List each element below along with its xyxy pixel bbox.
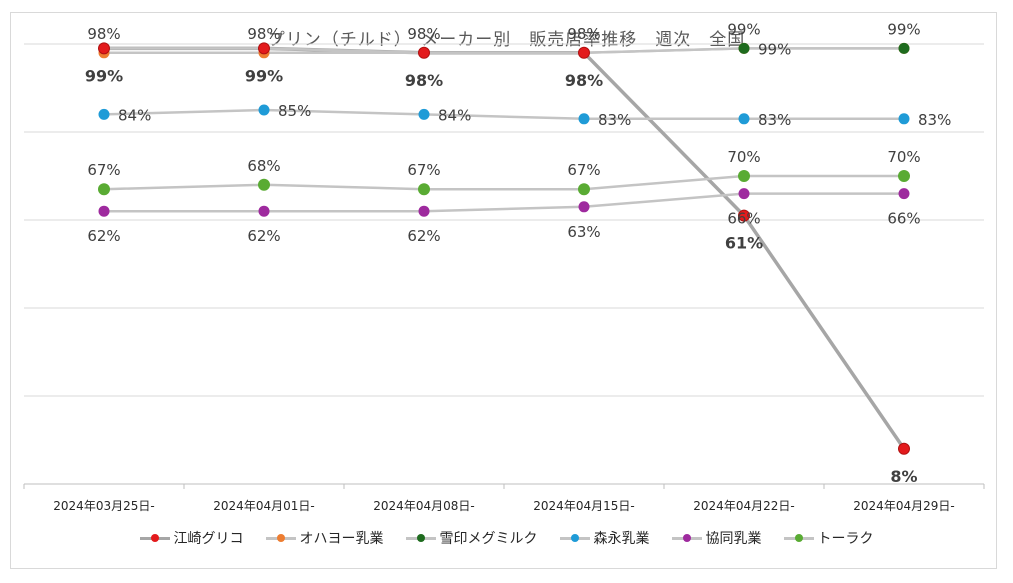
data-label: 67%	[567, 161, 600, 179]
data-label: 63%	[567, 223, 600, 241]
data-point	[738, 42, 750, 54]
series-line	[104, 46, 906, 450]
data-point	[258, 104, 270, 116]
data-label: 70%	[887, 148, 920, 166]
series-line	[103, 174, 904, 191]
data-label: 85%	[278, 102, 311, 120]
data-point	[418, 183, 430, 196]
data-point	[898, 188, 910, 200]
data-point	[98, 183, 110, 196]
legend-item: オハヨー乳業	[265, 528, 384, 548]
data-label: 98%	[87, 25, 120, 43]
series-line	[104, 47, 904, 55]
data-label: 66%	[727, 210, 760, 228]
data-label: 99%	[887, 20, 920, 38]
legend-label: 協同乳業	[705, 531, 762, 547]
data-label: 83%	[918, 111, 951, 129]
series-line	[104, 192, 904, 213]
legend-label: 江崎グリコ	[173, 531, 244, 547]
data-label: 98%	[567, 25, 600, 43]
legend-swatch	[265, 531, 296, 545]
legend-item: 森永乳業	[559, 528, 650, 548]
data-label: 98%	[247, 25, 280, 43]
legend-item: 協同乳業	[671, 528, 762, 548]
x-tick-label: 2024年03月25日-	[53, 499, 154, 513]
chart-legend: 江崎グリコ オハヨー乳業 雪印メグミルク 森永乳業 協同乳業 トーラク	[0, 528, 1013, 548]
data-label: 66%	[887, 210, 920, 228]
data-label: 62%	[247, 227, 280, 245]
data-point	[258, 42, 270, 55]
chart-title: プリン（チルド） メーカー別 販売店率推移 週次 全国	[267, 30, 746, 50]
data-point	[578, 113, 590, 125]
data-point	[898, 42, 910, 54]
data-point	[578, 183, 590, 196]
data-label: 68%	[247, 157, 280, 175]
x-tick-label: 2024年04月08日-	[373, 499, 474, 513]
x-tick-label: 2024年04月22日-	[693, 499, 794, 513]
data-point	[418, 108, 430, 120]
data-point	[578, 46, 590, 59]
data-label: 98%	[407, 25, 440, 43]
data-point	[738, 209, 750, 222]
legend-label: トーラク	[817, 531, 874, 547]
data-point	[898, 113, 910, 125]
data-point	[418, 205, 430, 217]
data-label: 83%	[598, 111, 631, 129]
data-label: 84%	[438, 106, 471, 124]
data-point	[98, 42, 110, 55]
data-point	[258, 205, 270, 217]
legend-item: 江崎グリコ	[139, 528, 244, 548]
data-label: 67%	[407, 161, 440, 179]
legend-swatch	[139, 531, 170, 545]
data-point	[258, 178, 270, 191]
x-tick-label: 2024年04月15日-	[533, 499, 634, 513]
data-label: 99%	[727, 20, 760, 38]
series-line	[103, 108, 904, 121]
legend-label: 雪印メグミルク	[439, 531, 538, 547]
data-label: 62%	[87, 227, 120, 245]
data-point	[98, 108, 110, 120]
data-point	[898, 170, 910, 182]
data-label: 83%	[758, 111, 791, 129]
data-label: 70%	[727, 148, 760, 166]
legend-label: 森永乳業	[593, 531, 650, 547]
data-point	[578, 201, 590, 213]
chart-frame	[10, 12, 997, 569]
legend-swatch	[559, 531, 590, 545]
data-label: 84%	[118, 106, 151, 124]
data-point	[738, 113, 750, 125]
legend-swatch	[405, 531, 436, 545]
data-point	[418, 46, 430, 59]
data-point	[738, 170, 750, 182]
x-tick-label: 2024年04月01日-	[213, 499, 314, 513]
legend-swatch	[783, 531, 814, 545]
data-point	[738, 188, 750, 200]
legend-label: オハヨー乳業	[299, 531, 384, 547]
data-label: 67%	[87, 161, 120, 179]
data-label: 62%	[407, 227, 440, 245]
legend-item: トーラク	[783, 528, 874, 548]
legend-swatch	[671, 531, 702, 545]
legend-item: 雪印メグミルク	[405, 528, 538, 548]
data-label: 98%	[405, 71, 443, 90]
data-label: 61%	[725, 234, 763, 253]
data-label: 99%	[245, 66, 283, 85]
x-tick-label: 2024年04月29日-	[853, 499, 954, 513]
data-label: 99%	[85, 66, 123, 85]
data-label: 99%	[758, 40, 791, 58]
data-label: 8%	[890, 467, 917, 486]
data-point	[898, 442, 910, 455]
data-point	[98, 205, 110, 217]
data-label: 98%	[565, 71, 603, 90]
